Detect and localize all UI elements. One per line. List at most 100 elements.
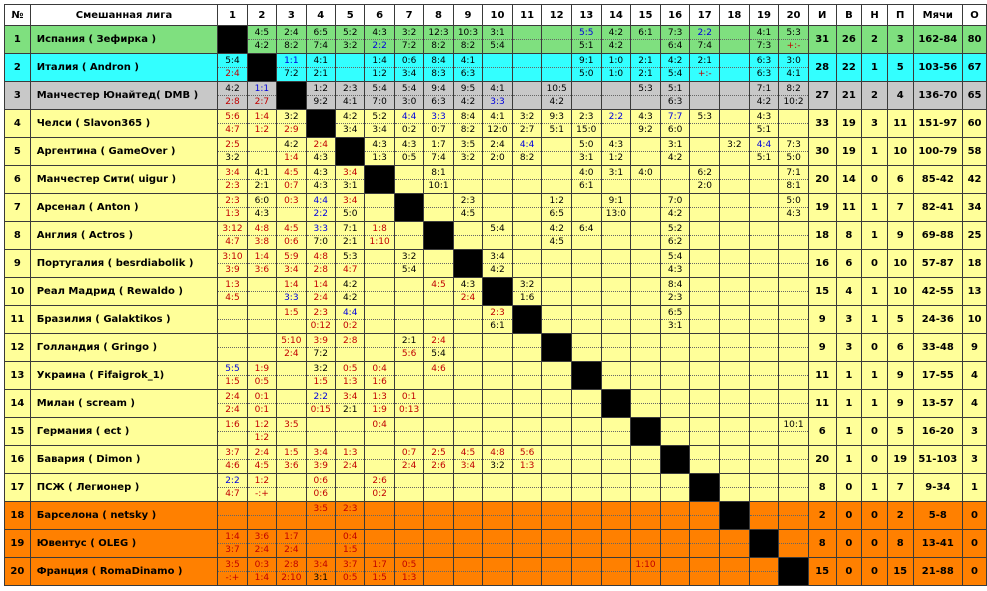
home-result: 2:4	[248, 447, 276, 460]
away-result	[543, 68, 571, 80]
column-header: И	[807, 4, 837, 26]
away-result	[513, 348, 541, 360]
home-result: 6:2	[690, 167, 719, 180]
home-result	[750, 279, 778, 292]
column-header: Смешанная лига	[29, 4, 219, 26]
away-result	[780, 264, 808, 276]
away-result	[395, 292, 422, 304]
home-result	[720, 335, 749, 348]
match-result-cell: 3:4 5:0	[334, 193, 366, 222]
match-result-cell: 3:4 4:2	[482, 249, 513, 278]
away-result	[572, 404, 600, 416]
match-result-cell	[570, 277, 602, 306]
match-result-cell	[541, 445, 572, 474]
away-result	[691, 544, 719, 556]
away-result: 3:8	[254, 237, 270, 247]
team-name[interactable]: Украина ( Fifaigrok_1)	[29, 361, 219, 390]
team-name[interactable]: Аргентина ( GameOver )	[29, 137, 219, 166]
table-row: 1 Испания ( Зефирка ) 4:5 4:2 2:4 8:2 6:5 7:4 5:…	[4, 25, 987, 54]
home-result: 0:6	[307, 475, 335, 488]
team-name[interactable]: Челси ( Slavon365 )	[29, 109, 219, 138]
match-result-cell: 0:5 1:3	[334, 361, 366, 390]
match-result-cell: 3:3 0:7	[423, 109, 454, 138]
diagonal-cell	[630, 417, 661, 446]
match-result-cell: 5:6 1:3	[511, 445, 543, 474]
team-name[interactable]: Манчестер Юнайтед( DMB )	[29, 81, 219, 110]
away-result: 6:3	[756, 69, 772, 79]
match-result-cell: 4:5 0:7	[276, 165, 307, 194]
match-result-cell: 4:2 4:2	[600, 25, 632, 54]
match-result-cell	[778, 389, 809, 418]
team-name[interactable]: ПСЖ ( Легионер )	[29, 473, 219, 502]
match-result-cell	[276, 473, 307, 502]
stat-goals: 42-55	[912, 277, 964, 306]
team-name[interactable]: Бавария ( Dimon )	[29, 445, 219, 474]
away-result: 12:0	[487, 125, 508, 135]
match-result-cell: 3:6 2:4	[246, 529, 278, 558]
home-result: 1:3	[218, 279, 247, 292]
match-result-cell	[393, 277, 425, 306]
away-result: -:+	[225, 573, 240, 583]
team-name[interactable]: Испания ( Зефирка )	[29, 25, 219, 54]
home-result	[513, 335, 541, 348]
team-name[interactable]: Барселона ( netsky )	[29, 501, 219, 530]
away-result	[454, 180, 481, 192]
home-result	[307, 531, 335, 544]
stat-points: 80	[962, 25, 987, 54]
match-result-cell	[511, 361, 543, 390]
match-result-cell	[511, 417, 543, 446]
home-result	[750, 475, 778, 488]
away-result	[661, 516, 689, 528]
match-result-cell	[659, 501, 691, 530]
team-name[interactable]: Голландия ( Gringo )	[29, 333, 219, 362]
home-result	[720, 167, 749, 180]
away-result: 13:0	[605, 209, 626, 219]
away-result	[366, 208, 393, 220]
home-result: 3:7	[336, 559, 364, 572]
away-result	[425, 544, 452, 556]
match-result-cell	[600, 333, 632, 362]
team-name[interactable]: Реал Мадрид ( Rewaldo )	[29, 277, 219, 306]
home-result: 9:1	[602, 195, 630, 208]
home-result	[602, 503, 630, 516]
team-name[interactable]: Манчестер Сити( uigur )	[29, 165, 219, 194]
away-result	[632, 320, 660, 332]
match-result-cell: 3:5	[305, 501, 336, 530]
team-name[interactable]: Арсенал ( Anton )	[29, 193, 219, 222]
home-result	[779, 363, 808, 376]
home-result	[690, 307, 719, 320]
match-result-cell: 4:0	[630, 165, 661, 194]
home-result	[661, 475, 689, 488]
away-result: 5:0	[342, 209, 358, 219]
home-result: 4:2	[218, 83, 247, 96]
team-name[interactable]: Англия ( Actros )	[29, 221, 219, 250]
match-result-cell	[600, 501, 632, 530]
team-name[interactable]: Бразилия ( Galaktikos )	[29, 305, 219, 334]
match-result-cell	[541, 165, 572, 194]
match-result-cell: 4:3 1:2	[600, 137, 632, 166]
stat-goals: 51-103	[912, 445, 964, 474]
team-name[interactable]: Италия ( Andron )	[29, 53, 219, 82]
away-result: 4:5	[549, 237, 564, 247]
team-name[interactable]: Милан ( scream )	[29, 389, 219, 418]
team-name[interactable]: Португалия ( besrdiabolik )	[29, 249, 219, 278]
home-result: 7:1	[779, 167, 808, 180]
team-name[interactable]: Германия ( ect )	[29, 417, 219, 446]
home-result: 4:4	[336, 307, 364, 320]
away-result: 2:4	[460, 293, 476, 303]
away-result: 4:5	[225, 293, 240, 303]
away-result	[484, 432, 512, 444]
home-result: 3:4	[336, 391, 364, 404]
match-result-cell	[541, 501, 572, 530]
column-header: 3	[276, 4, 307, 26]
away-result	[602, 516, 630, 528]
away-result: 7:4	[431, 153, 446, 163]
team-name[interactable]: Ювентус ( OLEG )	[29, 529, 219, 558]
home-result: 3:12	[218, 223, 247, 236]
diagonal-cell	[246, 53, 278, 82]
home-result	[542, 363, 571, 376]
away-result	[691, 348, 719, 360]
away-result	[661, 180, 689, 192]
team-name[interactable]: Франция ( RomaDinamo )	[29, 557, 219, 586]
match-result-cell	[689, 557, 721, 586]
